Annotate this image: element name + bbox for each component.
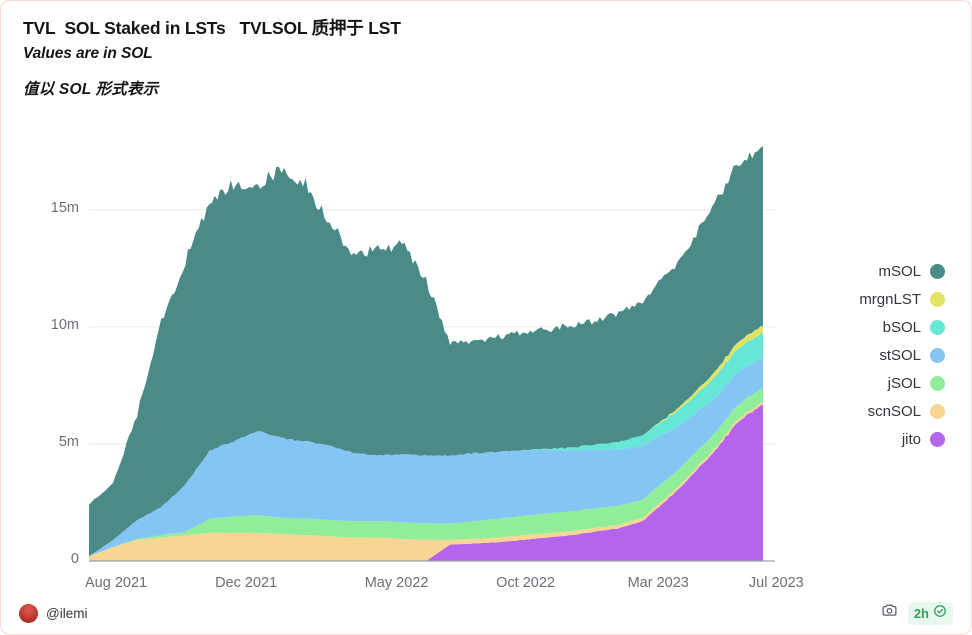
legend-color-swatch [930,376,945,391]
page-title: TVL SOL Staked in LSTs TVLSOL 质押于 LST [23,18,401,38]
x-tick-label: Jul 2023 [748,575,804,591]
legend-item-scnsol[interactable]: scnSOL [859,399,945,424]
y-tick-label: 10m [50,316,79,333]
x-tick-label: Aug 2021 [85,575,148,591]
area-series-stsol[interactable] [89,358,763,557]
legend-item-label: bSOL [882,319,921,336]
area-series-msol[interactable] [89,146,763,557]
legend-color-swatch [930,404,945,419]
legend-item-label: mSOL [878,263,921,280]
author-handle[interactable]: @ilemi [46,605,88,621]
author-block[interactable]: @ilemi [19,603,88,623]
area-series-jito[interactable] [89,405,763,561]
legend-item-stsol[interactable]: stSOL [859,343,945,368]
legend-item-jito[interactable]: jito [859,427,945,452]
camera-icon[interactable] [881,602,898,624]
x-tick-label: Dec 2021 [215,575,278,591]
y-tick-label: 15m [50,199,79,216]
footer-actions: 2h [881,601,953,625]
legend-item-label: jito [901,431,921,448]
legend-item-msol[interactable]: mSOL [859,259,945,284]
chart-legend: mSOL mrgnLST bSOL stSOL jSOL scnSOL jito [859,259,945,452]
legend-item-bsol[interactable]: bSOL [859,315,945,340]
legend-item-jsol[interactable]: jSOL [859,371,945,396]
y-tick-label: 0 [70,551,79,567]
stacked-area-plot[interactable] [1,131,972,591]
freshness-label: 2h [913,605,929,621]
verified-check-icon [933,604,947,623]
legend-item-label: scnSOL [867,403,921,420]
avatar [19,603,38,623]
x-tick-label: Oct 2022 [496,575,555,591]
legend-item-label: jSOL [887,375,921,392]
area-series-bsol[interactable] [89,333,763,557]
chart-footer: @ilemi 2h [1,592,971,634]
legend-color-swatch [930,320,945,335]
status-badge[interactable]: 2h [907,601,953,625]
area-series-scnsol[interactable] [89,402,763,561]
y-tick-label: 5m [58,433,79,450]
legend-item-label: stSOL [879,347,921,364]
chart-header: TVL SOL Staked in LSTs TVLSOL 质押于 LST Va… [23,15,949,103]
area-series-jsol[interactable] [89,388,763,557]
legend-item-label: mrgnLST [859,291,921,308]
legend-color-swatch [930,432,945,447]
legend-item-mrgnlst[interactable]: mrgnLST [859,287,945,312]
legend-color-swatch [930,264,945,279]
subtitle-chinese: 值以 SOL 形式表示 [23,81,159,98]
subtitle-english: Values are in SOL [23,45,153,62]
chart-area: Dune 0 5m 10m 15m Aug 2021 Dec 2021 May … [1,131,972,591]
legend-color-swatch [930,292,945,307]
x-tick-label: May 2022 [364,575,429,591]
legend-color-swatch [930,348,945,363]
x-tick-label: Mar 2023 [627,575,689,591]
